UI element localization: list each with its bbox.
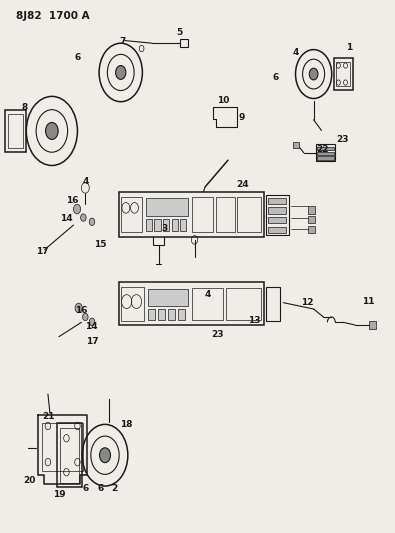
- Bar: [268, 207, 286, 214]
- Text: 17: 17: [86, 337, 98, 346]
- Circle shape: [89, 318, 95, 326]
- Bar: [226, 288, 261, 320]
- Text: 23: 23: [336, 135, 349, 144]
- Bar: [268, 198, 286, 204]
- Text: 3: 3: [161, 224, 167, 233]
- Bar: [317, 157, 334, 160]
- Text: 4: 4: [204, 289, 211, 298]
- Bar: [180, 219, 186, 231]
- Bar: [369, 321, 376, 329]
- Text: 17: 17: [36, 247, 48, 256]
- Text: 16: 16: [75, 305, 88, 314]
- Text: 6: 6: [74, 53, 81, 62]
- Circle shape: [309, 68, 318, 80]
- Bar: [145, 198, 188, 216]
- Bar: [266, 195, 289, 235]
- Text: 22: 22: [316, 145, 329, 154]
- Circle shape: [100, 448, 111, 463]
- Text: 10: 10: [217, 96, 229, 105]
- Bar: [148, 309, 155, 320]
- Bar: [317, 147, 334, 150]
- Circle shape: [83, 313, 88, 321]
- Bar: [171, 219, 178, 231]
- Text: 8J82  1700 A: 8J82 1700 A: [17, 11, 90, 21]
- Circle shape: [45, 123, 58, 140]
- Circle shape: [116, 66, 126, 79]
- Bar: [308, 225, 315, 233]
- Text: 21: 21: [43, 412, 55, 421]
- Text: 6: 6: [272, 73, 278, 82]
- Text: 6: 6: [82, 484, 88, 493]
- Text: 4: 4: [82, 177, 88, 186]
- Bar: [308, 206, 315, 214]
- Bar: [337, 62, 350, 86]
- Text: 9: 9: [239, 113, 245, 122]
- Text: 1: 1: [346, 43, 352, 52]
- Bar: [145, 219, 152, 231]
- Bar: [121, 197, 142, 232]
- Text: 16: 16: [66, 196, 79, 205]
- Text: 24: 24: [237, 180, 249, 189]
- Circle shape: [89, 218, 95, 225]
- Text: 15: 15: [94, 240, 106, 249]
- Bar: [266, 287, 280, 321]
- Bar: [121, 287, 144, 321]
- Bar: [153, 226, 164, 245]
- Text: 12: 12: [301, 298, 314, 307]
- Bar: [168, 309, 175, 320]
- Text: 6: 6: [98, 484, 104, 493]
- Bar: [5, 110, 26, 152]
- Text: 13: 13: [248, 316, 261, 325]
- Bar: [308, 216, 315, 223]
- Bar: [42, 423, 83, 471]
- Bar: [180, 39, 188, 47]
- Bar: [119, 192, 264, 237]
- Text: 23: 23: [212, 330, 224, 339]
- Text: 14: 14: [85, 321, 98, 330]
- Text: 14: 14: [60, 214, 73, 223]
- Bar: [178, 309, 185, 320]
- Circle shape: [139, 45, 144, 52]
- Bar: [154, 219, 160, 231]
- Text: 18: 18: [120, 421, 132, 430]
- Bar: [237, 197, 261, 232]
- Bar: [334, 58, 353, 90]
- Text: 8: 8: [22, 102, 28, 111]
- Bar: [317, 152, 334, 155]
- Text: 11: 11: [363, 296, 375, 305]
- Bar: [316, 144, 335, 161]
- Bar: [60, 427, 79, 483]
- Bar: [148, 289, 188, 306]
- Bar: [216, 197, 235, 232]
- Bar: [8, 114, 23, 148]
- Bar: [158, 309, 165, 320]
- Text: 2: 2: [111, 484, 117, 493]
- Bar: [268, 227, 286, 233]
- Bar: [119, 282, 264, 325]
- Bar: [163, 219, 169, 231]
- Text: 7: 7: [120, 37, 126, 46]
- Bar: [56, 423, 82, 487]
- Text: 5: 5: [177, 28, 183, 37]
- Bar: [268, 217, 286, 223]
- Bar: [192, 288, 223, 320]
- Circle shape: [81, 214, 86, 221]
- Text: 20: 20: [23, 476, 35, 484]
- Circle shape: [75, 303, 82, 313]
- Circle shape: [73, 204, 81, 214]
- Text: 19: 19: [53, 489, 65, 498]
- Bar: [293, 142, 299, 149]
- Bar: [192, 197, 213, 232]
- Text: 4: 4: [293, 49, 299, 57]
